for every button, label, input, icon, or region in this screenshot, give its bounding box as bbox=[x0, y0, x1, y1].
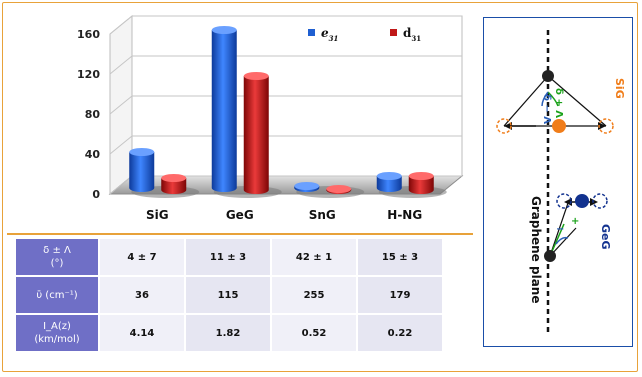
bar bbox=[129, 152, 155, 192]
table-cell: 15 ± 3 bbox=[358, 239, 442, 275]
table-cell: 0.52 bbox=[272, 315, 356, 351]
x-tick-label: GeG bbox=[226, 208, 254, 222]
table-cell: 11 ± 3 bbox=[186, 239, 270, 275]
y-tick-label: 120 bbox=[77, 68, 100, 81]
sig-ghost-atom bbox=[598, 118, 614, 134]
y-tick-label: 160 bbox=[77, 28, 100, 41]
geg-ghost-atom bbox=[556, 193, 572, 209]
table-cell: 255 bbox=[272, 277, 356, 313]
bar-cap bbox=[161, 174, 187, 182]
table-cell: 179 bbox=[358, 277, 442, 313]
row-header: ῡ (cm⁻¹) bbox=[16, 277, 98, 313]
geg-ghost-atom bbox=[592, 193, 608, 209]
bar-cap bbox=[326, 185, 352, 193]
table-row: I_A(z) (km/mol) 4.14 1.82 0.52 0.22 bbox=[16, 315, 442, 351]
sig-label: SiG bbox=[613, 78, 626, 99]
bar bbox=[408, 176, 434, 194]
bar bbox=[243, 76, 269, 194]
bar-cap bbox=[294, 182, 320, 190]
geg-plus-label: + bbox=[571, 216, 579, 227]
table-row: ῡ (cm⁻¹) 36 115 255 179 bbox=[16, 277, 442, 313]
gridline bbox=[109, 95, 462, 115]
table-cell: 115 bbox=[186, 277, 270, 313]
bar-cap bbox=[376, 172, 402, 180]
carbon-atom bbox=[544, 250, 556, 262]
graphene-plane-label: Graphene plane bbox=[529, 196, 543, 303]
row-header: δ ± Λ (°) bbox=[16, 239, 98, 275]
table-cell: 36 bbox=[100, 277, 184, 313]
legend-swatch bbox=[390, 29, 397, 36]
bar-cap bbox=[129, 148, 155, 156]
row-header: I_A(z) (km/mol) bbox=[16, 315, 98, 351]
gridline bbox=[109, 55, 462, 75]
x-tick-label: SnG bbox=[309, 208, 336, 222]
table-cell: 4.14 bbox=[100, 315, 184, 351]
figure-frame bbox=[2, 2, 638, 372]
table-cell: 1.82 bbox=[186, 315, 270, 351]
table-row: δ ± Λ (°) 4 ± 7 11 ± 3 42 ± 1 15 ± 3 bbox=[16, 239, 442, 275]
x-tick-label: SiG bbox=[146, 208, 169, 222]
table-cell: 0.22 bbox=[358, 315, 442, 351]
delta-minus-label: δ − Λ bbox=[541, 94, 552, 124]
section-divider bbox=[7, 233, 473, 235]
carbon-atom bbox=[542, 70, 554, 82]
table-cell: 4 ± 7 bbox=[100, 239, 184, 275]
geg-label: GeG bbox=[599, 224, 612, 250]
data-table: δ ± Λ (°) 4 ± 7 11 ± 3 42 ± 1 15 ± 3 ῡ (c… bbox=[14, 237, 444, 353]
y-tick-label: 0 bbox=[92, 188, 100, 201]
table-cell: 42 ± 1 bbox=[272, 239, 356, 275]
sig-atom bbox=[552, 119, 566, 133]
delta-plus-label: δ + Λ bbox=[553, 88, 564, 118]
geometry-diagram: Graphene plane δ + Λ δ − Λ SiG + − GeG bbox=[483, 17, 633, 347]
bar bbox=[376, 176, 402, 192]
bar bbox=[161, 178, 187, 194]
bar bbox=[211, 30, 237, 192]
bar-cap bbox=[243, 72, 269, 80]
legend-swatch bbox=[308, 29, 315, 36]
bar-cap bbox=[211, 26, 237, 34]
geg-minus-label: − bbox=[556, 224, 564, 235]
sig-ghost-atom bbox=[496, 118, 512, 134]
gridline bbox=[109, 15, 462, 35]
y-tick-label: 40 bbox=[85, 148, 101, 161]
x-tick-label: H-NG bbox=[387, 208, 422, 222]
y-tick-label: 80 bbox=[85, 108, 101, 121]
geg-atom bbox=[575, 194, 589, 208]
gridline bbox=[109, 135, 462, 155]
bar-cap bbox=[408, 172, 434, 180]
